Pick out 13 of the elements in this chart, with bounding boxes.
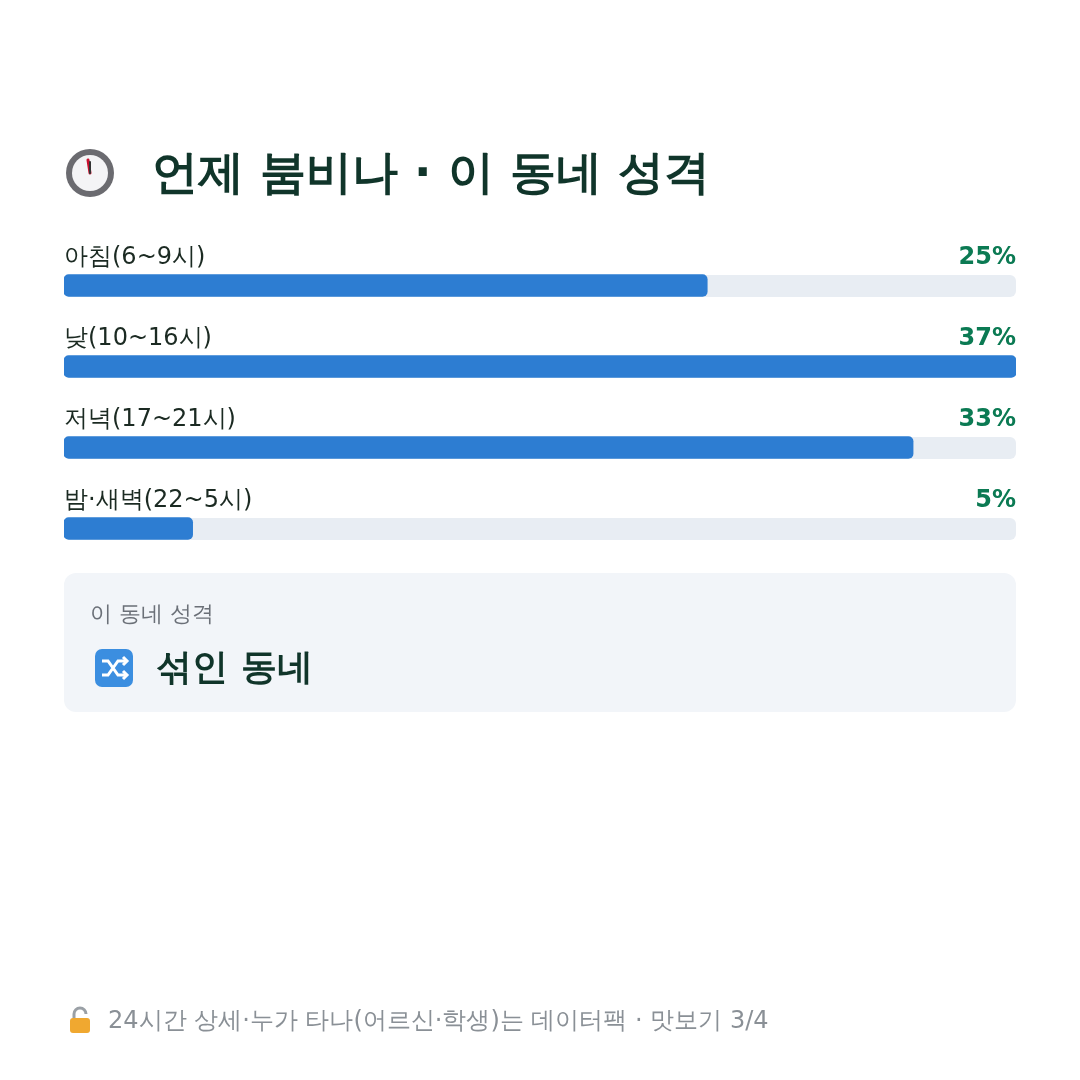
data-label: 33%: [958, 403, 1016, 432]
data-label: 37%: [958, 322, 1016, 351]
y-tick-label: 저녁(17~21시): [64, 403, 236, 432]
data-label: 5%: [975, 484, 1016, 513]
text: 24시간 상세·누가 타나(어르신·학생)는 데이터팩 · 맛보기 3/4: [108, 1005, 769, 1036]
bar: [64, 517, 193, 540]
y-tick-label: 아침(6~9시): [64, 241, 206, 270]
text: 섞인 동네: [156, 645, 313, 689]
y-tick-label: 낮(10~16시): [64, 322, 212, 351]
text: 이 동네 성격: [90, 600, 214, 628]
y-tick-label: 밤·새벽(22~5시): [64, 484, 253, 513]
chart-title: 언제 붐비나 · 이 동네 성격: [152, 144, 710, 201]
data-label: 25%: [958, 241, 1016, 270]
